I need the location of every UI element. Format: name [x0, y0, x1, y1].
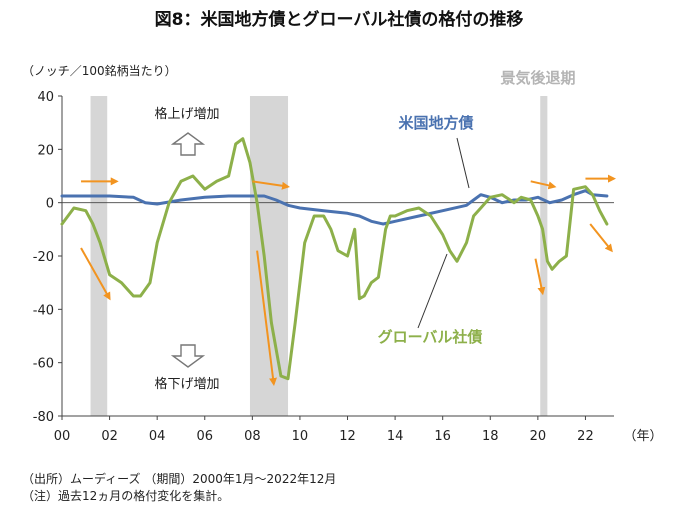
y-tick-label: -80 [33, 410, 54, 425]
y-axis-unit-label: （ノッチ／100銘柄当たり） [22, 63, 177, 78]
x-tick-label: 10 [292, 429, 309, 444]
y-tick-label: 40 [37, 90, 54, 105]
recession-band-2 [249, 96, 289, 416]
municipal-bond-series-label: 米国地方債 [398, 114, 473, 132]
trend-arrow-6 [534, 258, 546, 296]
trend-arrow-4 [256, 250, 277, 386]
global-corporate-leader-line [417, 253, 448, 329]
x-tick-label: 02 [101, 429, 118, 444]
series-lines [60, 137, 609, 381]
source-note: （出所）ムーディーズ （期間）2000年1月～2022年12月 [22, 471, 336, 486]
y-tick-label: 0 [46, 197, 54, 212]
recession-band-3 [540, 96, 548, 416]
trend-arrow-8 [589, 223, 613, 253]
x-tick-label: 22 [577, 429, 594, 444]
upgrade-arrow-icon [170, 132, 206, 156]
footnote: （注）過去12ヵ月の格付変化を集計。 [22, 488, 229, 503]
trend-arrow-2 [80, 247, 111, 301]
x-tick-label: 14 [387, 429, 404, 444]
x-tick-label: 08 [244, 429, 261, 444]
x-tick-label: 18 [482, 429, 499, 444]
upgrade-label: 格上げ増加 [154, 106, 219, 122]
chart-title: 図8：米国地方債とグローバル社債の格付の推移 [155, 9, 524, 30]
downgrade-label: 格下げ増加 [154, 376, 219, 392]
municipal-bond-leader-line [456, 137, 470, 189]
municipal-bond-line [60, 189, 609, 226]
downgrade-arrow-icon [170, 344, 206, 368]
trend-arrow-5 [530, 180, 557, 190]
global-corporate-series-label: グローバル社債 [378, 328, 483, 346]
y-tick-label: -20 [33, 250, 54, 265]
x-tick-label: 04 [149, 429, 166, 444]
recession-band-1 [90, 96, 108, 416]
x-axis-label: （年） [623, 429, 662, 444]
global-corporate-line [60, 137, 609, 381]
recession-legend-label: 景気後退期 [500, 69, 575, 87]
x-tick-label: 16 [434, 429, 451, 444]
y-tick-label: -40 [33, 303, 54, 318]
x-tick-label: 06 [196, 429, 213, 444]
y-tick-label: -60 [33, 357, 54, 372]
x-tick-label: 20 [530, 429, 547, 444]
y-tick-label: 20 [37, 143, 54, 158]
recession-bands [90, 96, 548, 416]
trend-arrows [80, 174, 616, 386]
x-tick-label: 00 [54, 429, 71, 444]
x-tick-label: 12 [339, 429, 356, 444]
trend-arrow-3 [252, 180, 291, 190]
